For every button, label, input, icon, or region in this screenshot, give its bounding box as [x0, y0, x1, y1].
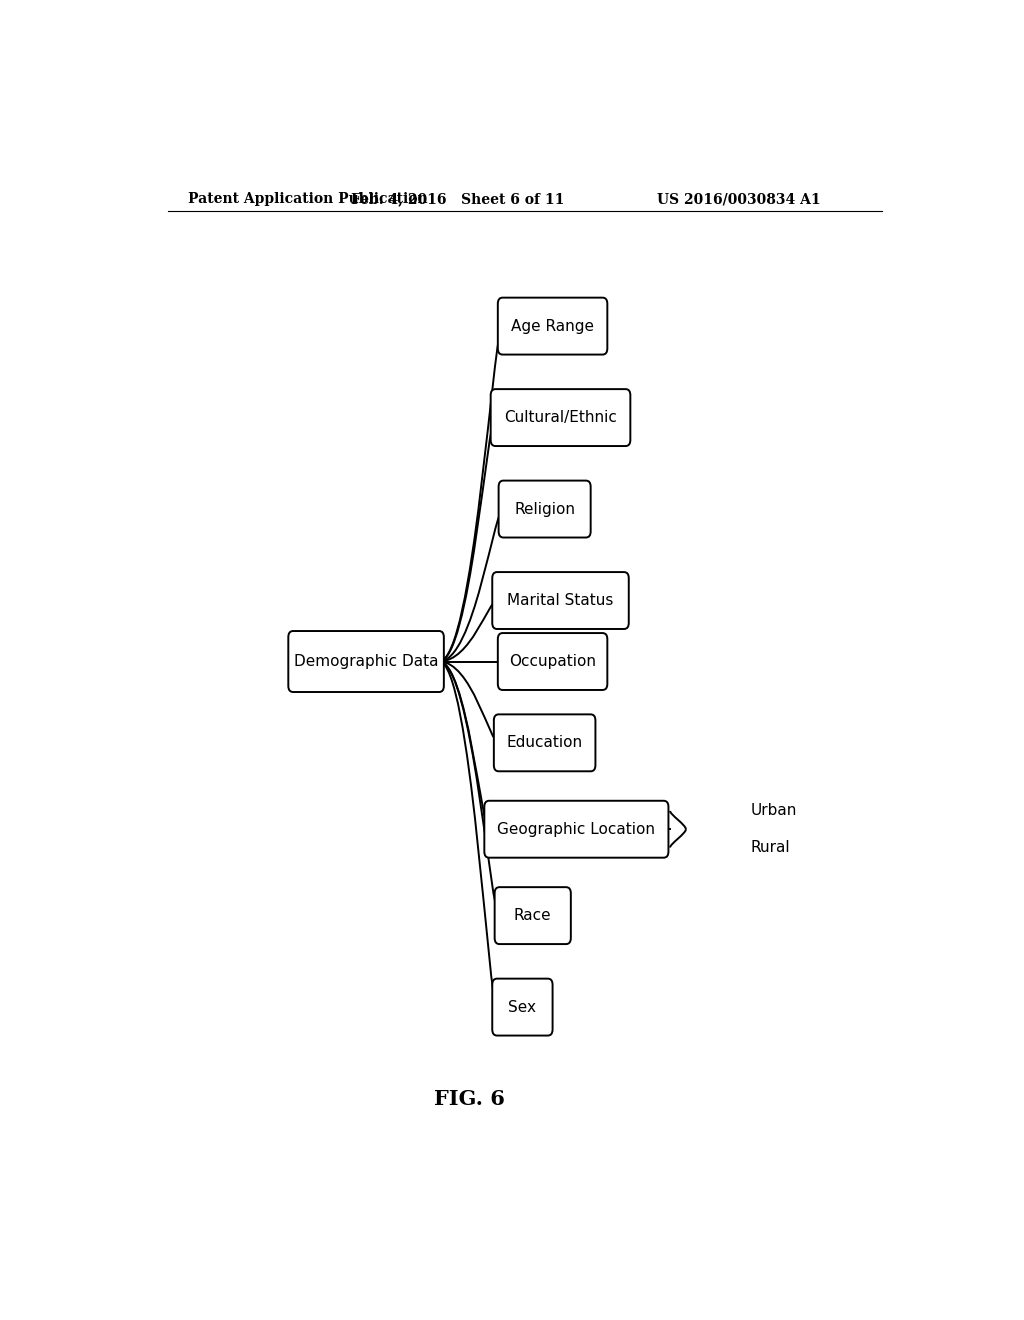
FancyBboxPatch shape: [498, 634, 607, 690]
Text: Sex: Sex: [509, 999, 537, 1015]
Text: Urban: Urban: [751, 804, 798, 818]
FancyBboxPatch shape: [494, 714, 595, 771]
Text: Patent Application Publication: Patent Application Publication: [187, 191, 427, 206]
FancyBboxPatch shape: [499, 480, 591, 537]
Text: Feb. 4, 2016   Sheet 6 of 11: Feb. 4, 2016 Sheet 6 of 11: [350, 191, 564, 206]
Text: Religion: Religion: [514, 502, 575, 516]
FancyBboxPatch shape: [493, 978, 553, 1036]
Text: US 2016/0030834 A1: US 2016/0030834 A1: [657, 191, 821, 206]
Text: Rural: Rural: [751, 840, 791, 855]
Text: Marital Status: Marital Status: [507, 593, 613, 609]
Text: Cultural/Ethnic: Cultural/Ethnic: [504, 411, 616, 425]
FancyBboxPatch shape: [498, 297, 607, 355]
FancyBboxPatch shape: [490, 389, 631, 446]
Text: Age Range: Age Range: [511, 318, 594, 334]
Text: Race: Race: [514, 908, 552, 923]
Text: Geographic Location: Geographic Location: [498, 822, 655, 837]
FancyBboxPatch shape: [289, 631, 443, 692]
FancyBboxPatch shape: [484, 801, 669, 858]
FancyBboxPatch shape: [495, 887, 570, 944]
FancyBboxPatch shape: [493, 572, 629, 630]
Text: FIG. 6: FIG. 6: [434, 1089, 505, 1109]
Text: Occupation: Occupation: [509, 653, 596, 669]
Text: Education: Education: [507, 735, 583, 750]
Text: Demographic Data: Demographic Data: [294, 653, 438, 669]
